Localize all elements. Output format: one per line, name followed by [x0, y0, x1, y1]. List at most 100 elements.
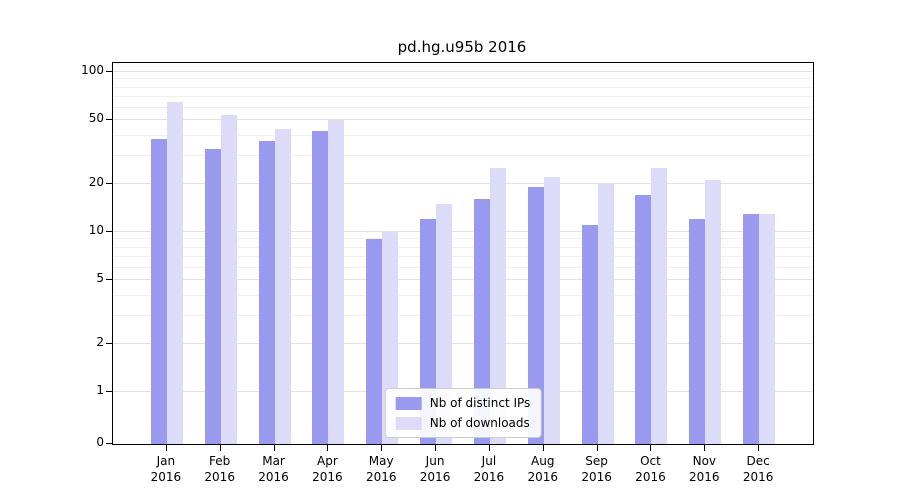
- bar-nb-of-downloads-jan-2016: [166, 101, 183, 444]
- y-tick-label: 2: [96, 334, 104, 349]
- x-tick-label-month: Aug: [531, 454, 555, 468]
- x-tick-mark: [327, 445, 329, 451]
- x-tick-label-year: 2016: [150, 470, 182, 485]
- x-tick-label-month: Jan: [156, 454, 176, 468]
- bar-nb-of-downloads-aug-2016: [543, 177, 560, 444]
- x-tick-mark: [488, 445, 490, 451]
- bar-nb-of-distinct-ips-jun-2016: [420, 219, 437, 444]
- x-tick-label-month: May: [368, 454, 394, 468]
- x-tick-label-year: 2016: [742, 470, 774, 485]
- bar-nb-of-distinct-ips-apr-2016: [312, 130, 329, 444]
- x-tick-label-year: 2016: [473, 470, 505, 485]
- plot-area: Nb of distinct IPs Nb of downloads: [112, 62, 814, 445]
- y-tick-label: 100: [81, 63, 104, 77]
- bar-nb-of-distinct-ips-sep-2016: [581, 225, 598, 444]
- minor-gridline: [113, 266, 813, 268]
- bar-nb-of-distinct-ips-aug-2016: [527, 187, 544, 444]
- y-tick-label: 50: [88, 111, 104, 126]
- x-tick-label-month: Oct: [640, 454, 661, 468]
- y-tick-label: 20: [88, 174, 104, 189]
- bar-nb-of-downloads-nov-2016: [705, 180, 722, 444]
- bar-nb-of-downloads-oct-2016: [651, 168, 668, 444]
- major-gridline: [113, 342, 813, 344]
- x-tick-mark: [273, 445, 275, 451]
- x-tick-label-month: Jul: [481, 454, 497, 468]
- bar-nb-of-distinct-ips-jul-2016: [473, 199, 490, 444]
- chart-title: pd.hg.u95b 2016: [397, 38, 527, 56]
- x-tick-label: Jan 2016: [151, 453, 182, 485]
- x-tick-mark: [650, 445, 652, 451]
- bar-nb-of-distinct-ips-dec-2016: [743, 213, 760, 444]
- x-tick-label: Oct 2016: [635, 453, 666, 485]
- x-tick-mark: [758, 445, 760, 451]
- y-tick-mark: [106, 279, 112, 281]
- x-tick-mark: [542, 445, 544, 451]
- bar-nb-of-distinct-ips-jan-2016: [150, 139, 167, 444]
- major-gridline: [113, 182, 813, 184]
- minor-gridline: [113, 255, 813, 257]
- x-tick-label-year: 2016: [581, 470, 612, 485]
- bar-nb-of-downloads-mar-2016: [274, 129, 291, 444]
- y-tick-label: 0: [96, 435, 104, 449]
- x-tick-label: Apr 2016: [312, 453, 343, 485]
- x-tick-label-month: Dec: [746, 454, 770, 468]
- x-tick-label: Jul 2016: [474, 453, 505, 485]
- x-tick-mark: [219, 445, 221, 451]
- bar-nb-of-distinct-ips-oct-2016: [635, 195, 652, 444]
- major-gridline: [113, 71, 813, 72]
- legend-label: Nb of distinct IPs: [429, 396, 531, 410]
- x-tick-label-month: Mar: [262, 454, 285, 468]
- y-tick-mark: [106, 342, 112, 344]
- bar-nb-of-distinct-ips-nov-2016: [689, 219, 706, 444]
- legend: Nb of distinct IPs Nb of downloads: [384, 388, 542, 438]
- x-tick-label: Dec 2016: [743, 453, 774, 485]
- minor-gridline: [113, 78, 813, 80]
- minor-gridline: [113, 134, 813, 136]
- y-tick-label: 10: [88, 223, 104, 237]
- y-tick-label: 5: [96, 271, 104, 286]
- x-tick-label: May 2016: [366, 453, 397, 485]
- major-gridline: [113, 279, 813, 281]
- minor-gridline: [113, 154, 813, 156]
- bar-nb-of-distinct-ips-mar-2016: [258, 141, 275, 444]
- x-tick-label-year: 2016: [312, 470, 343, 485]
- minor-gridline: [113, 314, 813, 316]
- bar-nb-of-downloads-feb-2016: [220, 114, 237, 444]
- bar-nb-of-downloads-sep-2016: [597, 183, 614, 444]
- bar-nb-of-distinct-ips-feb-2016: [204, 149, 221, 444]
- x-tick-label-year: 2016: [527, 470, 559, 485]
- y-tick-mark: [106, 182, 112, 184]
- x-tick-label-month: Sep: [585, 454, 608, 468]
- y-tick-mark: [106, 119, 112, 121]
- x-tick-label: Sep 2016: [581, 453, 612, 485]
- major-gridline: [113, 119, 813, 121]
- legend-item: Nb of downloads: [395, 416, 531, 430]
- x-tick-mark: [704, 445, 706, 451]
- x-tick-label: Aug 2016: [527, 453, 558, 485]
- x-tick-label-year: 2016: [204, 470, 235, 485]
- x-tick-label-month: Jun: [425, 454, 445, 468]
- x-tick-label: Jun 2016: [420, 453, 451, 485]
- bar-nb-of-downloads-apr-2016: [328, 120, 345, 444]
- y-tick-mark: [106, 443, 112, 444]
- x-tick-label-year: 2016: [258, 470, 289, 485]
- x-tick-label-month: Feb: [209, 454, 231, 468]
- bar-nb-of-downloads-jun-2016: [436, 203, 453, 444]
- minor-gridline: [113, 246, 813, 248]
- y-tick-mark: [106, 71, 112, 72]
- x-tick-label-year: 2016: [419, 470, 451, 485]
- y-tick-mark: [106, 231, 112, 232]
- x-tick-mark: [435, 445, 437, 451]
- legend-item: Nb of distinct IPs: [395, 396, 531, 410]
- x-tick-label-year: 2016: [635, 470, 666, 485]
- y-tick-mark: [106, 391, 112, 392]
- minor-gridline: [113, 95, 813, 97]
- x-tick-mark: [381, 445, 383, 451]
- x-tick-label-year: 2016: [365, 470, 397, 485]
- x-tick-label-year: 2016: [689, 470, 720, 485]
- minor-gridline: [113, 86, 813, 88]
- x-tick-mark: [165, 445, 167, 451]
- legend-swatch-nb-of-downloads: [395, 416, 422, 430]
- x-tick-label-month: Nov: [692, 454, 717, 468]
